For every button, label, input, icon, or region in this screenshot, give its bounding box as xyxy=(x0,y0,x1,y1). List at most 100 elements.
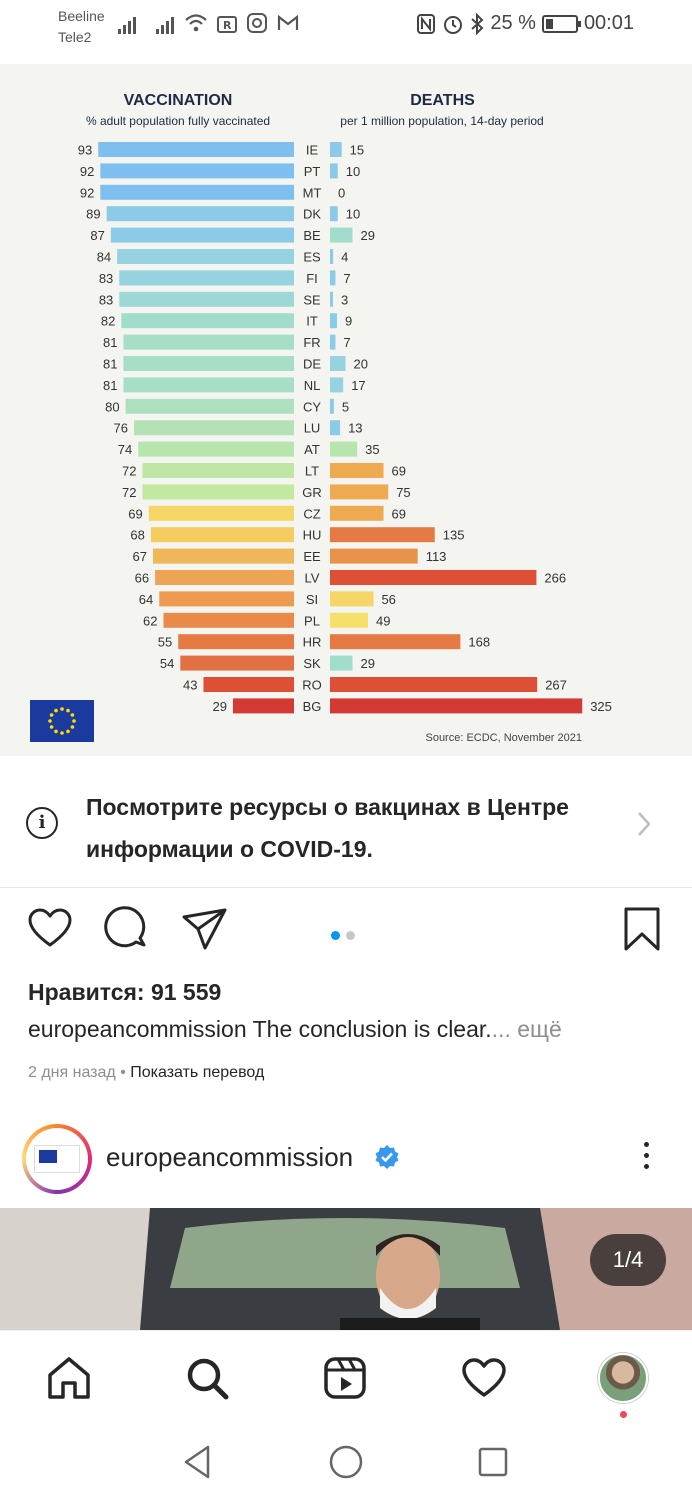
home-icon[interactable] xyxy=(46,1355,92,1401)
vaccination-label-NL: 81 xyxy=(103,378,117,393)
back-icon[interactable] xyxy=(182,1444,214,1480)
vaccination-bar-FR xyxy=(123,334,295,350)
vaccination-bar-IT xyxy=(121,313,294,329)
vaccination-label-SK: 54 xyxy=(160,656,174,671)
deaths-bar-SK xyxy=(330,655,353,671)
deaths-bar-IT xyxy=(330,313,337,329)
caption-more-link[interactable]: ... ещё xyxy=(491,1016,562,1042)
post-caption[interactable]: europeancommission The conclusion is cle… xyxy=(28,1016,668,1043)
eu-flag-logo xyxy=(30,700,94,742)
deaths-label-HR: 168 xyxy=(468,635,490,650)
post-image-infographic[interactable]: VACCINATION % adult population fully vac… xyxy=(0,64,692,756)
country-code-GR: GR xyxy=(302,485,322,500)
country-code-SK: SK xyxy=(303,656,321,671)
country-code-HU: HU xyxy=(303,528,322,543)
country-code-FI: FI xyxy=(306,271,318,286)
country-code-CY: CY xyxy=(303,399,321,414)
vaccination-title: VACCINATION xyxy=(123,92,233,109)
profile-avatar[interactable] xyxy=(598,1353,648,1403)
vaccination-bar-RO xyxy=(203,677,294,692)
deaths-label-HU: 135 xyxy=(443,528,465,543)
country-code-BG: BG xyxy=(303,699,322,714)
carousel-counter: 1/4 xyxy=(590,1234,666,1286)
chart-source: Source: ECDC, November 2021 xyxy=(425,732,582,744)
deaths-bar-PT xyxy=(330,163,338,179)
vaccination-label-IT: 82 xyxy=(101,314,115,329)
deaths-label-NL: 17 xyxy=(351,378,365,393)
country-code-LT: LT xyxy=(305,464,319,479)
recents-icon[interactable] xyxy=(476,1444,510,1480)
vaccination-label-SI: 64 xyxy=(139,592,153,607)
deaths-bar-DK xyxy=(330,206,338,222)
vaccination-bar-IE xyxy=(98,142,294,157)
deaths-bar-SE xyxy=(330,291,333,307)
activity-heart-icon[interactable] xyxy=(460,1355,508,1401)
deaths-bar-AT xyxy=(330,441,358,457)
deaths-label-BE: 29 xyxy=(361,228,375,243)
deaths-bar-LU xyxy=(330,420,341,436)
country-code-MT: MT xyxy=(303,185,322,200)
clock: 00:01 xyxy=(583,12,634,34)
caption-username[interactable]: europeancommission xyxy=(28,1016,247,1042)
vaccination-bar-LU xyxy=(134,420,294,436)
deaths-bar-BE xyxy=(330,227,353,243)
country-code-AT: AT xyxy=(304,442,320,457)
deaths-label-ES: 4 xyxy=(341,250,348,265)
deaths-title: DEATHS xyxy=(410,92,475,109)
vaccination-label-IE: 93 xyxy=(78,143,92,158)
vaccination-bar-EE xyxy=(152,548,294,564)
deaths-subtitle: per 1 million population, 14-day period xyxy=(340,114,544,128)
country-code-EE: EE xyxy=(303,549,321,564)
deaths-bar-HU xyxy=(330,527,435,543)
vaccination-bar-HU xyxy=(150,527,294,543)
bluetooth-icon xyxy=(471,12,484,35)
next-post-header: europeancommission xyxy=(0,1120,692,1200)
translate-link[interactable]: Показать перевод xyxy=(130,1064,265,1081)
vaccination-label-SE: 83 xyxy=(99,292,113,307)
vaccination-bar-CY xyxy=(125,398,294,414)
post-username[interactable]: europeancommission xyxy=(106,1142,354,1172)
vaccination-bar-FI xyxy=(119,270,294,286)
reels-icon[interactable] xyxy=(322,1355,368,1401)
vaccination-label-CZ: 69 xyxy=(128,506,142,521)
vaccination-label-HU: 68 xyxy=(130,528,144,543)
vaccination-label-HR: 55 xyxy=(158,635,172,650)
likes-count[interactable]: Нравится: 91 559 xyxy=(28,979,222,1005)
vaccination-bar-DK xyxy=(106,206,294,222)
post-photo[interactable] xyxy=(0,1208,692,1330)
avatar[interactable] xyxy=(22,1124,92,1194)
country-code-IE: IE xyxy=(306,143,319,158)
covid-info-card[interactable]: i Посмотрите ресурсы о вакцинах в Центре… xyxy=(0,758,692,888)
country-code-LU: LU xyxy=(304,421,321,436)
vaccination-label-EE: 67 xyxy=(132,549,146,564)
vaccination-label-FI: 83 xyxy=(99,271,113,286)
search-icon[interactable] xyxy=(184,1355,230,1401)
status-bar: Beeline Tele2 R 25 % 00:01 xyxy=(0,0,692,56)
vaccination-label-PT: 92 xyxy=(80,164,94,179)
share-icon[interactable] xyxy=(181,905,229,953)
deaths-label-GR: 75 xyxy=(396,485,410,500)
country-code-ES: ES xyxy=(303,250,321,265)
post-actions xyxy=(0,905,692,965)
vaccination-bar-LT xyxy=(142,463,294,478)
country-code-PT: PT xyxy=(304,164,321,179)
deaths-label-EE: 113 xyxy=(426,549,447,564)
deaths-bar-LV xyxy=(330,570,537,585)
country-code-SI: SI xyxy=(306,592,318,607)
vaccination-label-LT: 72 xyxy=(122,464,136,479)
deaths-label-LU: 13 xyxy=(348,421,362,436)
comment-icon[interactable] xyxy=(103,905,151,953)
vaccination-label-LV: 66 xyxy=(135,571,149,586)
heart-icon[interactable] xyxy=(26,905,74,953)
verified-badge-icon xyxy=(375,1145,399,1169)
bookmark-icon[interactable] xyxy=(622,905,662,953)
country-code-NL: NL xyxy=(304,378,321,393)
home-system-icon[interactable] xyxy=(328,1444,364,1480)
vaccination-bar-SE xyxy=(119,291,294,307)
chevron-right-icon xyxy=(636,810,652,845)
more-options-icon[interactable] xyxy=(644,1142,649,1169)
country-code-BE: BE xyxy=(303,228,321,243)
covid-info-text: Посмотрите ресурсы о вакцинах в Центре и… xyxy=(86,794,569,862)
country-code-CZ: CZ xyxy=(303,506,320,521)
